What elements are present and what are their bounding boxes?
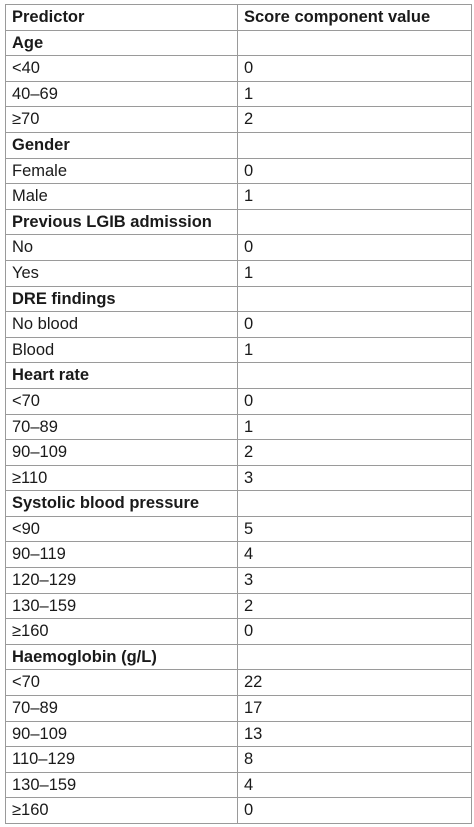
table-row: 90–109 13 bbox=[5, 720, 472, 748]
section-empty-cell bbox=[237, 362, 472, 389]
table-row: 70–89 1 bbox=[5, 413, 472, 441]
table-row: No blood 0 bbox=[5, 311, 472, 338]
predictor-category-cell: No blood bbox=[5, 311, 238, 338]
score-value-cell: 2 bbox=[237, 439, 472, 466]
score-value-cell: 3 bbox=[237, 464, 472, 492]
table-row: Blood 1 bbox=[5, 336, 472, 364]
score-value-cell: 1 bbox=[237, 183, 472, 210]
score-value-cell: 3 bbox=[237, 567, 472, 594]
predictor-category-cell: 90–109 bbox=[5, 720, 238, 748]
header-score-component-value: Score component value bbox=[237, 4, 472, 31]
table-row: 90–119 4 bbox=[5, 541, 472, 569]
table-header-row: Predictor Score component value bbox=[5, 4, 472, 31]
table-row: <70 22 bbox=[5, 669, 472, 697]
table-row: 110–129 8 bbox=[5, 746, 472, 773]
score-value-cell: 8 bbox=[237, 746, 472, 773]
score-value-cell: 1 bbox=[237, 413, 472, 441]
section-row: Systolic blood pressure bbox=[5, 490, 472, 517]
score-value-cell: 5 bbox=[237, 515, 472, 543]
table-row: <40 0 bbox=[5, 55, 472, 82]
table-row: <70 0 bbox=[5, 387, 472, 415]
predictor-category-cell: 130–159 bbox=[5, 771, 238, 799]
section-empty-cell bbox=[237, 208, 472, 236]
predictor-category-cell: 70–89 bbox=[5, 695, 238, 722]
score-value-cell: 0 bbox=[237, 618, 472, 645]
score-value-cell: 4 bbox=[237, 771, 472, 799]
predictor-category-cell: Yes bbox=[5, 259, 238, 287]
section-title: Heart rate bbox=[5, 362, 238, 389]
predictor-category-cell: No bbox=[5, 234, 238, 261]
predictor-category-cell: Male bbox=[5, 183, 238, 210]
section-row: Previous LGIB admission bbox=[5, 208, 472, 236]
table-row: 120–129 3 bbox=[5, 567, 472, 594]
score-value-cell: 0 bbox=[237, 311, 472, 338]
predictor-category-cell: ≥110 bbox=[5, 464, 238, 492]
predictor-category-cell: <70 bbox=[5, 669, 238, 697]
table-row: 130–159 2 bbox=[5, 592, 472, 620]
section-row: Heart rate bbox=[5, 362, 472, 389]
score-value-cell: 17 bbox=[237, 695, 472, 722]
score-value-cell: 22 bbox=[237, 669, 472, 697]
predictor-category-cell: 130–159 bbox=[5, 592, 238, 620]
score-value-cell: 4 bbox=[237, 541, 472, 569]
table-row: <90 5 bbox=[5, 515, 472, 543]
section-title: Gender bbox=[5, 131, 238, 159]
table-row: 70–89 17 bbox=[5, 695, 472, 722]
predictor-category-cell: <90 bbox=[5, 515, 238, 543]
predictor-category-cell: <40 bbox=[5, 55, 238, 82]
table-row: ≥160 0 bbox=[5, 618, 472, 645]
predictor-category-cell: ≥160 bbox=[5, 797, 238, 824]
section-row: DRE findings bbox=[5, 285, 472, 313]
score-value-cell: 1 bbox=[237, 80, 472, 108]
score-value-cell: 0 bbox=[237, 157, 472, 185]
predictor-category-cell: 90–119 bbox=[5, 541, 238, 569]
score-value-cell: 1 bbox=[237, 259, 472, 287]
predictor-category-cell: ≥70 bbox=[5, 106, 238, 133]
predictor-category-cell: 120–129 bbox=[5, 567, 238, 594]
score-value-cell: 0 bbox=[237, 55, 472, 82]
predictor-category-cell: 110–129 bbox=[5, 746, 238, 773]
section-row: Age bbox=[5, 29, 472, 57]
predictor-category-cell: Blood bbox=[5, 336, 238, 364]
predictor-category-cell: 40–69 bbox=[5, 80, 238, 108]
table-row: ≥110 3 bbox=[5, 464, 472, 492]
section-empty-cell bbox=[237, 131, 472, 159]
score-value-cell: 0 bbox=[237, 234, 472, 261]
table-row: No 0 bbox=[5, 234, 472, 261]
section-title: DRE findings bbox=[5, 285, 238, 313]
table-body: Age <40 0 40–69 1 ≥70 2 Gender Female 0 Male 1 Previ… bbox=[5, 29, 472, 824]
score-value-cell: 0 bbox=[237, 387, 472, 415]
section-row: Haemoglobin (g/L) bbox=[5, 643, 472, 671]
section-title: Haemoglobin (g/L) bbox=[5, 643, 238, 671]
table-row: Female 0 bbox=[5, 157, 472, 185]
predictor-category-cell: Female bbox=[5, 157, 238, 185]
score-value-cell: 2 bbox=[237, 106, 472, 133]
section-title: Previous LGIB admission bbox=[5, 208, 238, 236]
table-row: ≥70 2 bbox=[5, 106, 472, 133]
section-empty-cell bbox=[237, 29, 472, 57]
score-value-cell: 2 bbox=[237, 592, 472, 620]
score-value-cell: 13 bbox=[237, 720, 472, 748]
predictor-category-cell: 90–109 bbox=[5, 439, 238, 466]
table-row: Male 1 bbox=[5, 183, 472, 210]
predictor-category-cell: 70–89 bbox=[5, 413, 238, 441]
table-row: Yes 1 bbox=[5, 259, 472, 287]
section-row: Gender bbox=[5, 131, 472, 159]
section-empty-cell bbox=[237, 490, 472, 517]
table-row: 40–69 1 bbox=[5, 80, 472, 108]
section-title: Age bbox=[5, 29, 238, 57]
table-row: 130–159 4 bbox=[5, 771, 472, 799]
score-value-cell: 1 bbox=[237, 336, 472, 364]
header-predictor: Predictor bbox=[5, 4, 238, 31]
section-title: Systolic blood pressure bbox=[5, 490, 238, 517]
score-value-cell: 0 bbox=[237, 797, 472, 824]
score-table: Predictor Score component value Age <40 0 4… bbox=[5, 4, 472, 824]
predictor-category-cell: <70 bbox=[5, 387, 238, 415]
section-empty-cell bbox=[237, 643, 472, 671]
predictor-category-cell: ≥160 bbox=[5, 618, 238, 645]
table-row: ≥160 0 bbox=[5, 797, 472, 824]
table-row: 90–109 2 bbox=[5, 439, 472, 466]
section-empty-cell bbox=[237, 285, 472, 313]
